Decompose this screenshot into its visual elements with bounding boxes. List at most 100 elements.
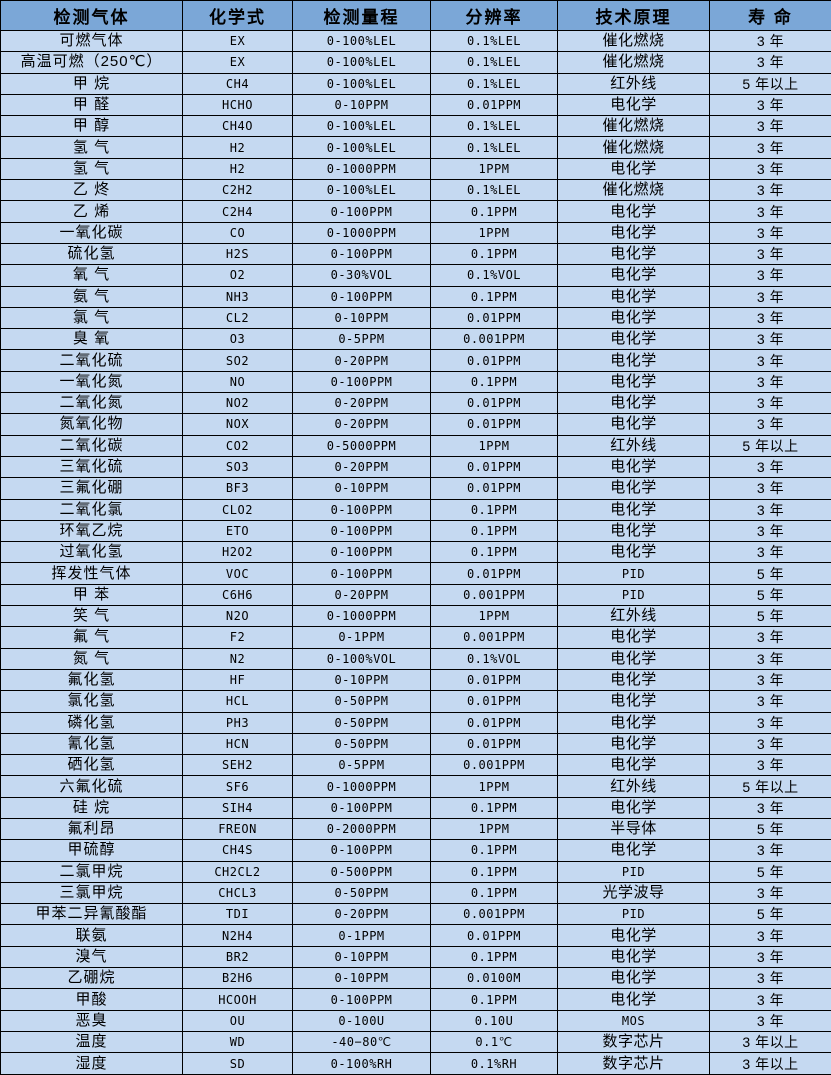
cell-lifespan: 3 年 xyxy=(709,93,831,117)
cell-range: 0-100%LEL xyxy=(292,72,431,95)
cell-gas: 二氧化氯 xyxy=(0,498,183,521)
cell-technology: 红外线 xyxy=(557,434,710,457)
cell-lifespan: 3 年 xyxy=(709,51,831,74)
cell-formula: SF6 xyxy=(182,775,293,798)
cell-formula: BF3 xyxy=(182,477,293,500)
cell-resolution: 0.1PPM xyxy=(430,370,558,394)
cell-gas: 乙 烯 xyxy=(0,200,183,223)
cell-formula: SEH2 xyxy=(182,754,293,777)
cell-technology: 电化学 xyxy=(557,732,710,756)
cell-gas: 高温可燃（250℃） xyxy=(0,51,183,74)
table-row: 氯 气 CL2 0-10PPM 0.01PPM 电化学 3 年 xyxy=(0,306,831,330)
cell-lifespan: 3 年 xyxy=(709,29,831,53)
cell-range: 0-30%VOL xyxy=(292,264,431,287)
cell-gas: 乙硼烷 xyxy=(0,967,183,990)
cell-lifespan: 3 年 xyxy=(709,413,831,436)
cell-technology: 电化学 xyxy=(557,157,710,181)
cell-technology: 电化学 xyxy=(557,221,710,244)
cell-lifespan: 3 年 xyxy=(709,796,831,819)
cell-resolution: 0.01PPM xyxy=(430,306,558,330)
cell-resolution: 0.1%VOL xyxy=(430,647,558,670)
cell-range: 0-500PPM xyxy=(292,860,431,883)
table-row: 氮 气 N2 0-100%VOL 0.1%VOL 电化学 3 年 xyxy=(0,647,831,670)
cell-range: 0-10PPM xyxy=(292,93,431,117)
cell-resolution: 0.1PPM xyxy=(430,839,558,862)
cell-formula: ETO xyxy=(182,519,293,543)
header-row: 检测气体 化学式 检测量程 分辨率 技术原理 寿 命 xyxy=(0,0,831,31)
cell-technology: 电化学 xyxy=(557,242,710,266)
table-row: 乙 烯 C2H4 0-100PPM 0.1PPM 电化学 3 年 xyxy=(0,200,831,223)
cell-gas: 甲硫醇 xyxy=(0,839,183,862)
cell-resolution: 0.001PPM xyxy=(430,903,558,926)
cell-resolution: 0.1PPM xyxy=(430,200,558,223)
cell-lifespan: 3 年 xyxy=(709,647,831,670)
cell-formula: CH4S xyxy=(182,839,293,862)
cell-lifespan: 3 年 xyxy=(709,1009,831,1032)
cell-lifespan: 3 年 xyxy=(709,541,831,564)
cell-lifespan: 3 年 xyxy=(709,498,831,521)
cell-gas: 氰化氢 xyxy=(0,732,183,756)
cell-range: 0-50PPM xyxy=(292,732,431,756)
cell-gas: 氟利昂 xyxy=(0,817,183,841)
table-row: 氨 气 NH3 0-100PPM 0.1PPM 电化学 3 年 xyxy=(0,285,831,308)
cell-formula: TDI xyxy=(182,903,293,926)
cell-lifespan: 5 年 xyxy=(709,903,831,926)
cell-technology: 电化学 xyxy=(557,413,710,436)
cell-formula: C2H4 xyxy=(182,200,293,223)
cell-resolution: 0.1PPM xyxy=(430,242,558,266)
cell-gas: 甲 苯 xyxy=(0,583,183,607)
cell-gas: 一氧化氮 xyxy=(0,370,183,394)
table-row: 联氨 N2H4 0-1PPM 0.01PPM 电化学 3 年 xyxy=(0,924,831,947)
table-row: 硫化氢 H2S 0-100PPM 0.1PPM 电化学 3 年 xyxy=(0,242,831,266)
cell-range: 0-10PPM xyxy=(292,477,431,500)
cell-technology: 催化燃烧 xyxy=(557,29,710,53)
cell-resolution: 0.01PPM xyxy=(430,349,558,372)
cell-lifespan: 3 年 xyxy=(709,392,831,415)
cell-resolution: 0.1PPM xyxy=(430,860,558,883)
cell-range: 0-100%LEL xyxy=(292,115,431,138)
cell-range: 0-50PPM xyxy=(292,881,431,905)
table-row: 硒化氢 SEH2 0-5PPM 0.001PPM 电化学 3 年 xyxy=(0,754,831,777)
cell-technology: 红外线 xyxy=(557,775,710,798)
cell-resolution: 0.1PPM xyxy=(430,498,558,521)
table-row: 氮氧化物 NOX 0-20PPM 0.01PPM 电化学 3 年 xyxy=(0,413,831,436)
table-row: 三氟化硼 BF3 0-10PPM 0.01PPM 电化学 3 年 xyxy=(0,477,831,500)
cell-lifespan: 3 年 xyxy=(709,328,831,351)
cell-lifespan: 3 年 xyxy=(709,136,831,159)
cell-gas: 硅 烷 xyxy=(0,796,183,819)
cell-range: 0-100PPM xyxy=(292,200,431,223)
cell-technology: 红外线 xyxy=(557,605,710,628)
cell-resolution: 0.1℃ xyxy=(430,1030,558,1054)
cell-formula: F2 xyxy=(182,626,293,649)
cell-gas: 溴气 xyxy=(0,945,183,969)
cell-technology: PID xyxy=(557,860,710,883)
cell-lifespan: 5 年 xyxy=(709,583,831,607)
cell-gas: 过氧化氢 xyxy=(0,541,183,564)
cell-gas: 氢 气 xyxy=(0,157,183,181)
cell-gas: 二氯甲烷 xyxy=(0,860,183,883)
table-row: 甲 醇 CH4O 0-100%LEL 0.1%LEL 催化燃烧 3 年 xyxy=(0,115,831,138)
cell-range: 0-1PPM xyxy=(292,924,431,947)
cell-gas: 联氨 xyxy=(0,924,183,947)
cell-range: 0-100%RH xyxy=(292,1052,431,1075)
cell-resolution: 1PPM xyxy=(430,157,558,181)
cell-gas: 磷化氢 xyxy=(0,711,183,734)
cell-lifespan: 3 年 xyxy=(709,711,831,734)
cell-resolution: 0.1%VOL xyxy=(430,264,558,287)
cell-formula: NOX xyxy=(182,413,293,436)
cell-resolution: 0.1PPM xyxy=(430,988,558,1011)
cell-gas: 环氧乙烷 xyxy=(0,519,183,543)
cell-lifespan: 3 年以上 xyxy=(709,1052,831,1075)
cell-range: 0-100%LEL xyxy=(292,136,431,159)
cell-lifespan: 5 年以上 xyxy=(709,434,831,457)
cell-resolution: 0.1PPM xyxy=(430,519,558,543)
cell-technology: 数字芯片 xyxy=(557,1030,710,1054)
cell-lifespan: 3 年 xyxy=(709,370,831,394)
cell-gas: 氟化氢 xyxy=(0,668,183,692)
cell-gas: 乙 炵 xyxy=(0,179,183,202)
cell-formula: CHCL3 xyxy=(182,881,293,905)
cell-range: 0-100PPM xyxy=(292,519,431,543)
cell-lifespan: 5 年 xyxy=(709,817,831,841)
cell-technology: 电化学 xyxy=(557,93,710,117)
cell-range: 0-1PPM xyxy=(292,626,431,649)
